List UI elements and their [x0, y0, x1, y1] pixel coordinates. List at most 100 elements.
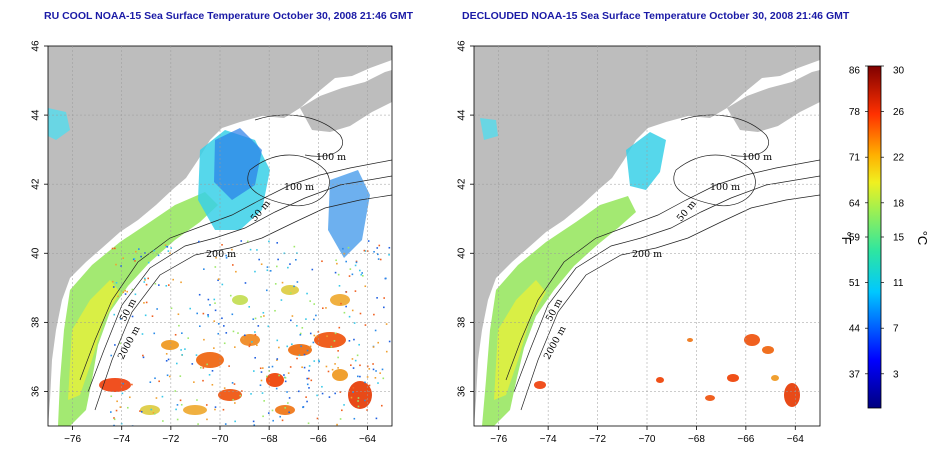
sst-pixel	[334, 271, 337, 274]
sst-pixel	[289, 292, 292, 294]
celsius-tick-label: 11	[893, 278, 904, 289]
fahrenheit-tick-label: 86	[849, 66, 861, 77]
sst-pixel	[110, 411, 112, 413]
sst-pixel	[372, 363, 374, 365]
sst-pixel	[119, 342, 122, 345]
left-contour-label-100m-b: 100 m	[284, 182, 314, 193]
sst-pixel	[385, 323, 388, 325]
sst-pixel	[239, 394, 242, 397]
sst-pixel	[354, 290, 357, 292]
left-sst-north-blue	[214, 128, 262, 200]
sst-pixel	[222, 408, 225, 411]
sst-pixel	[124, 289, 126, 292]
sst-pixel	[343, 252, 346, 255]
sst-pixel	[334, 363, 336, 365]
sst-pixel	[172, 278, 174, 281]
sst-pixel	[305, 318, 307, 320]
x-tick-label: −76	[490, 434, 507, 445]
sst-pixel	[321, 260, 323, 263]
sst-pixel	[259, 384, 262, 387]
sst-pixel	[345, 260, 347, 263]
right-map-title: DECLOUDED NOAA-15 Sea Surface Temperatur…	[462, 10, 850, 22]
y-tick-label: 38	[31, 316, 42, 328]
sst-pixel	[248, 306, 251, 308]
sst-pixel	[110, 395, 113, 398]
sst-pixel	[221, 283, 224, 286]
sst-pixel	[141, 333, 144, 335]
sst-pixel	[286, 391, 288, 393]
sst-pixel	[325, 365, 328, 368]
sst-pixel	[111, 280, 114, 283]
sst-pixel	[303, 353, 306, 356]
left-axis-ticks: −76 −74 −72 −70 −68 −66 −64 36 38 40 42 44 46	[31, 40, 377, 445]
sst-pixel	[278, 374, 280, 377]
sst-pixel	[176, 362, 178, 365]
x-tick-label: −72	[589, 434, 606, 445]
sst-pixel	[170, 307, 173, 310]
sst-pixel	[223, 342, 226, 345]
sst-pixel	[306, 400, 308, 403]
sst-pixel	[110, 354, 113, 357]
sst-pixel	[296, 324, 298, 327]
sst-pixel	[251, 341, 253, 343]
sst-pixel	[249, 248, 252, 251]
sst-pixel	[151, 315, 154, 317]
sst-pixel	[364, 324, 367, 326]
x-tick-label: −74	[540, 434, 557, 445]
sst-pixel	[383, 297, 385, 299]
sst-pixel	[266, 375, 268, 378]
sst-pixel	[374, 329, 377, 332]
fahrenheit-tick-label: 71	[849, 153, 861, 164]
sst-pixel	[262, 415, 264, 418]
sst-pixel	[345, 305, 347, 308]
sst-pixel	[231, 382, 234, 384]
sst-pixel	[376, 247, 379, 249]
sst-pixel	[154, 377, 156, 380]
sst-pixel	[321, 385, 323, 388]
sst-pixel	[330, 345, 333, 348]
sst-pixel	[316, 394, 318, 397]
sst-pixel	[198, 240, 200, 243]
sst-pixel	[263, 315, 265, 317]
y-tick-label: 42	[457, 178, 468, 190]
sst-pixel	[207, 315, 210, 318]
sst-pixel	[213, 298, 216, 301]
sst-pixel	[338, 285, 341, 287]
celsius-tick-label: 3	[893, 369, 899, 380]
sst-pixel	[168, 375, 171, 378]
sst-pixel	[214, 302, 216, 304]
sst-pixel	[199, 366, 202, 369]
sst-pixel	[284, 406, 287, 409]
x-tick-label: −64	[787, 434, 804, 445]
sst-pixel	[158, 284, 160, 286]
sst-pixel	[321, 392, 324, 395]
sst-pixel	[116, 400, 118, 403]
sst-pixel	[295, 258, 297, 261]
x-tick-label: −66	[737, 434, 754, 445]
sst-pixel	[167, 358, 170, 361]
sst-pixel	[240, 240, 243, 242]
sst-pixel	[310, 379, 313, 382]
sst-pixel	[377, 382, 379, 384]
right-sst-warm-core	[494, 280, 546, 400]
sst-pixel	[258, 258, 260, 261]
sst-pixel	[133, 257, 136, 260]
sst-pixel	[317, 359, 320, 362]
sst-pixel	[254, 356, 256, 359]
sst-pixel	[331, 368, 334, 371]
sst-pixel	[281, 281, 284, 284]
sst-pixel	[315, 335, 318, 338]
sst-pixel	[267, 412, 270, 414]
sst-pixel	[364, 381, 366, 384]
left-sst-east-blue	[328, 170, 370, 258]
sst-pixel	[353, 417, 356, 420]
sst-pixel	[113, 424, 115, 426]
sst-pixel	[256, 344, 258, 347]
sst-pixel	[375, 417, 378, 420]
sst-pixel	[372, 368, 375, 371]
sst-pixel	[167, 250, 170, 252]
sst-pixel	[179, 399, 182, 402]
sst-pixel	[142, 356, 145, 359]
sst-pixel	[373, 313, 375, 316]
